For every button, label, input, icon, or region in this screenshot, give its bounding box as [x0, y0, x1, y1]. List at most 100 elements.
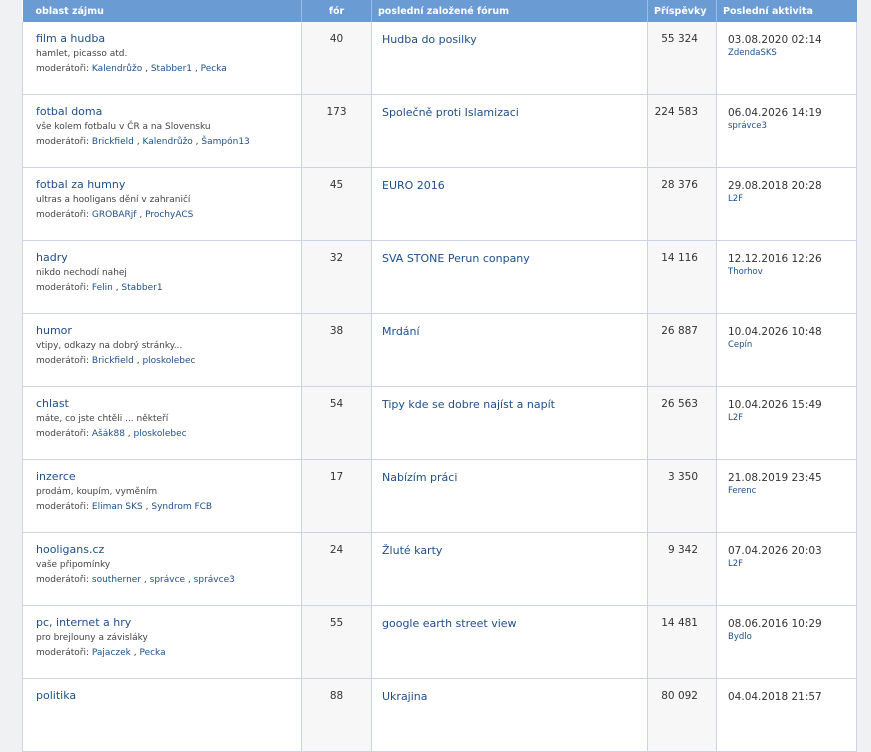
forum-name-link[interactable]: hooligans.cz [36, 543, 105, 556]
last-forum-link[interactable]: SVA STONE Perun conpany [382, 252, 530, 265]
forum-name-link[interactable]: hadry [36, 251, 68, 264]
forum-table: oblast zájmu fór poslední založené fórum… [22, 0, 857, 752]
last-activity-date: 12.12.2016 12:26 [728, 253, 822, 265]
last-activity-user-link[interactable]: L2F [728, 194, 744, 204]
topic-count: 45 [301, 167, 372, 241]
moderator-link[interactable]: Pecka [200, 64, 227, 74]
last-activity-cell: 12.12.2016 12:26 Thorhov [716, 240, 857, 314]
moderator-link[interactable]: GROBARjf [91, 210, 137, 220]
area-cell: hooligans.cz vaše připomínky moderátoři:… [22, 532, 302, 606]
post-count: 26 563 [647, 386, 717, 460]
topic-count: 55 [301, 605, 372, 679]
moderator-link[interactable]: Šampón13 [201, 137, 250, 147]
moderator-link[interactable]: Stabber1 [150, 64, 192, 74]
last-activity-date: 10.04.2026 15:49 [728, 399, 822, 411]
last-activity-date: 04.04.2018 21:57 [728, 691, 822, 703]
moderator-link[interactable]: Kalendrůžo [142, 137, 193, 147]
topic-count: 38 [301, 313, 372, 387]
last-forum-link[interactable]: Mrdání [382, 325, 420, 338]
last-forum-cell: Tipy kde se dobre najíst a napít [371, 386, 648, 460]
last-forum-link[interactable]: Společně proti Islamizaci [382, 106, 519, 119]
area-cell: humor vtipy, odkazy na dobrý stránky... … [22, 313, 302, 387]
last-forum-link[interactable]: Tipy kde se dobre najíst a napít [382, 398, 555, 411]
forum-name-link[interactable]: humor [36, 324, 72, 337]
forum-description: nikdo nechodí nahej [36, 268, 127, 278]
last-activity-user-link[interactable]: správce3 [728, 121, 767, 131]
last-activity-user-link[interactable]: Bydlo [728, 632, 752, 642]
moderators-label: moderátoři: [36, 575, 90, 585]
last-forum-link[interactable]: Žluté karty [382, 544, 443, 557]
table-row: chlast máte, co jste chtěli ... někteří … [22, 386, 857, 460]
forum-description: vše kolem fotbalu v ČR a na Slovensku [36, 122, 211, 132]
header-last-forum: poslední založené fórum [371, 0, 648, 22]
topic-count: 32 [301, 240, 372, 314]
moderator-link[interactable]: Felin [91, 283, 113, 293]
moderators-label: moderátoři: [36, 648, 90, 658]
moderators: moderátoři: Felin , Stabber1 [36, 283, 163, 293]
last-forum-cell: Žluté karty [371, 532, 648, 606]
forum-name-link[interactable]: fotbal za humny [36, 178, 126, 191]
area-cell: film a hudba hamlet, picasso atd. moderá… [22, 22, 302, 95]
forum-description: prodám, koupím, vyměním [36, 487, 158, 497]
topic-count: 40 [301, 22, 372, 95]
moderator-link[interactable]: southerner [91, 575, 142, 585]
last-activity-user-link[interactable]: L2F [728, 413, 744, 423]
last-activity-user-link[interactable]: Ferenc [728, 486, 757, 496]
table-row: inzerce prodám, koupím, vyměním moderáto… [22, 459, 857, 533]
last-activity-user-link[interactable]: Thorhov [728, 267, 763, 277]
header-posts: Příspěvky [647, 0, 717, 22]
moderator-link[interactable]: ploskolebec [133, 429, 187, 439]
last-forum-link[interactable]: Nabízím práci [382, 471, 458, 484]
forum-name-link[interactable]: inzerce [36, 470, 76, 483]
moderators: moderátoři: Ašák88 , ploskolebec [36, 429, 187, 439]
post-count: 26 887 [647, 313, 717, 387]
table-row: hadry nikdo nechodí nahej moderátoři: Fe… [22, 240, 857, 314]
last-activity-user-link[interactable]: ZdendaSKS [728, 48, 777, 58]
topic-count: 24 [301, 532, 372, 606]
moderator-link[interactable]: ploskolebec [142, 356, 196, 366]
forum-name-link[interactable]: chlast [36, 397, 69, 410]
moderator-link[interactable]: Syndrom FCB [151, 502, 213, 512]
last-activity-cell: 03.08.2020 02:14 ZdendaSKS [716, 22, 857, 95]
post-count: 55 324 [647, 22, 717, 95]
table-header: oblast zájmu fór poslední založené fórum… [22, 0, 857, 22]
moderator-link[interactable]: ProchyACS [145, 210, 194, 220]
last-forum-link[interactable]: Hudba do posilky [382, 33, 477, 46]
last-forum-cell: Nabízím práci [371, 459, 648, 533]
last-forum-link[interactable]: Ukrajina [382, 690, 428, 703]
moderator-link[interactable]: správce3 [193, 575, 235, 585]
moderator-link[interactable]: Stabber1 [121, 283, 163, 293]
last-activity-user-link[interactable]: L2F [728, 559, 744, 569]
last-forum-link[interactable]: EURO 2016 [382, 179, 445, 192]
moderator-link[interactable]: správce [149, 575, 186, 585]
last-activity-date: 03.08.2020 02:14 [728, 34, 822, 46]
area-cell: fotbal doma vše kolem fotbalu v ČR a na … [22, 94, 302, 168]
last-activity-date: 08.06.2016 10:29 [728, 618, 822, 630]
moderator-link[interactable]: Ašák88 [91, 429, 125, 439]
last-activity-date: 29.08.2018 20:28 [728, 180, 822, 192]
moderator-link[interactable]: Brickfield [91, 137, 134, 147]
moderators-label: moderátoři: [36, 64, 90, 74]
forum-name-link[interactable]: fotbal doma [36, 105, 103, 118]
forum-name-link[interactable]: film a hudba [36, 32, 106, 45]
moderators: moderátoři: Eliman SKS , Syndrom FCB [36, 502, 213, 512]
post-count: 28 376 [647, 167, 717, 241]
last-activity-cell: 10.04.2026 15:49 L2F [716, 386, 857, 460]
moderator-link[interactable]: Brickfield [91, 356, 134, 366]
moderator-link[interactable]: Pajaczek [91, 648, 131, 658]
post-count: 224 583 [647, 94, 717, 168]
moderator-link[interactable]: Kalendrůžo [91, 64, 143, 74]
forum-name-link[interactable]: pc, internet a hry [36, 616, 132, 629]
forum-description: hamlet, picasso atd. [36, 49, 128, 59]
last-activity-cell: 07.04.2026 20:03 L2F [716, 532, 857, 606]
last-forum-cell: Mrdání [371, 313, 648, 387]
moderators-label: moderátoři: [36, 210, 90, 220]
table-row: hooligans.cz vaše připomínky moderátoři:… [22, 532, 857, 606]
moderator-link[interactable]: Pecka [139, 648, 166, 658]
moderator-link[interactable]: Eliman SKS [91, 502, 143, 512]
topic-count: 88 [301, 678, 372, 752]
forum-name-link[interactable]: politika [36, 689, 77, 702]
forum-description: vaše připomínky [36, 560, 111, 570]
last-forum-link[interactable]: google earth street view [382, 617, 517, 630]
last-activity-user-link[interactable]: Cepín [728, 340, 753, 350]
